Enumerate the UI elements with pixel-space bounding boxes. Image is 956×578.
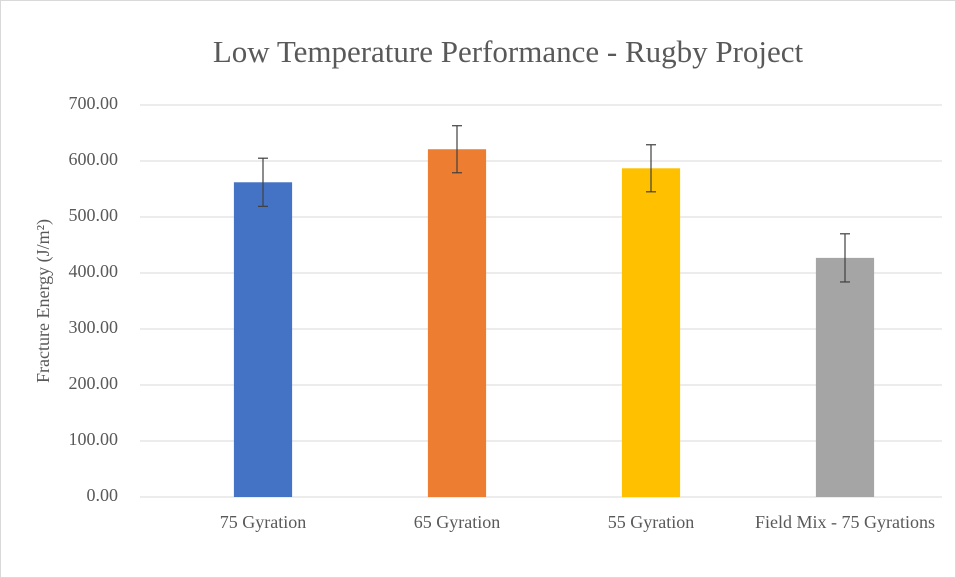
chart-title: Low Temperature Performance - Rugby Proj… <box>213 34 804 69</box>
y-axis-label: Fracture Energy (J/m²) <box>33 219 54 383</box>
y-tick-label: 500.00 <box>69 205 119 225</box>
x-tick-label: 65 Gyration <box>413 512 501 532</box>
bar <box>427 149 487 498</box>
x-tick-label: 55 Gyration <box>607 512 695 532</box>
bar <box>621 168 681 497</box>
bar <box>815 257 875 497</box>
y-tick-label: 300.00 <box>69 317 119 337</box>
y-tick-label: 400.00 <box>69 261 119 281</box>
y-tick-label: 700.00 <box>69 93 119 113</box>
y-tick-label: 200.00 <box>69 373 119 393</box>
bar <box>233 182 293 497</box>
y-tick-label: 600.00 <box>69 149 119 169</box>
x-tick-label: 75 Gyration <box>219 512 307 532</box>
y-tick-label: 100.00 <box>69 429 119 449</box>
x-tick-label: Field Mix - 75 Gyrations <box>755 512 935 532</box>
y-tick-label: 0.00 <box>87 485 119 505</box>
